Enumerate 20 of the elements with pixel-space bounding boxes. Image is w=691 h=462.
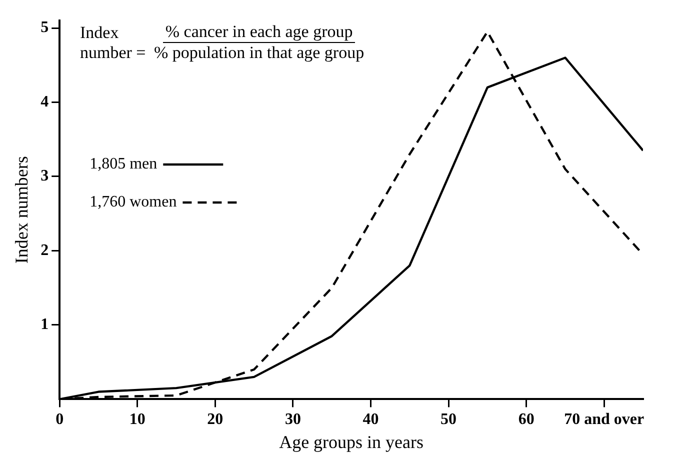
y-tick-label: 1 [40,316,49,334]
y-tick-label: 2 [40,242,49,259]
x-tick-label: 40 [362,410,379,428]
annotation: % cancer in each age group [163,22,355,43]
x-tick-label: 10 [129,410,146,428]
x-tick-label: 20 [207,410,224,428]
y-tick-label: 4 [40,93,49,110]
x-tick-label: 70 and over [564,410,644,428]
annotation: Index number = [80,22,147,62]
annotation: % population in that age group [154,43,364,63]
x-tick-label: 0 [56,410,64,428]
y-tick-label: 3 [40,168,49,185]
x-tick-label: 30 [284,410,301,428]
x-tick-label: 60 [518,410,534,428]
legend-label: 1,805 men [90,156,158,173]
x-tick-label: 50 [440,410,457,428]
x-axis-title: Age groups in years [279,432,424,452]
y-axis-title: Index numbers [12,156,32,264]
legend-label: 1,760 women [90,194,177,211]
y-tick-label: 5 [40,19,49,36]
